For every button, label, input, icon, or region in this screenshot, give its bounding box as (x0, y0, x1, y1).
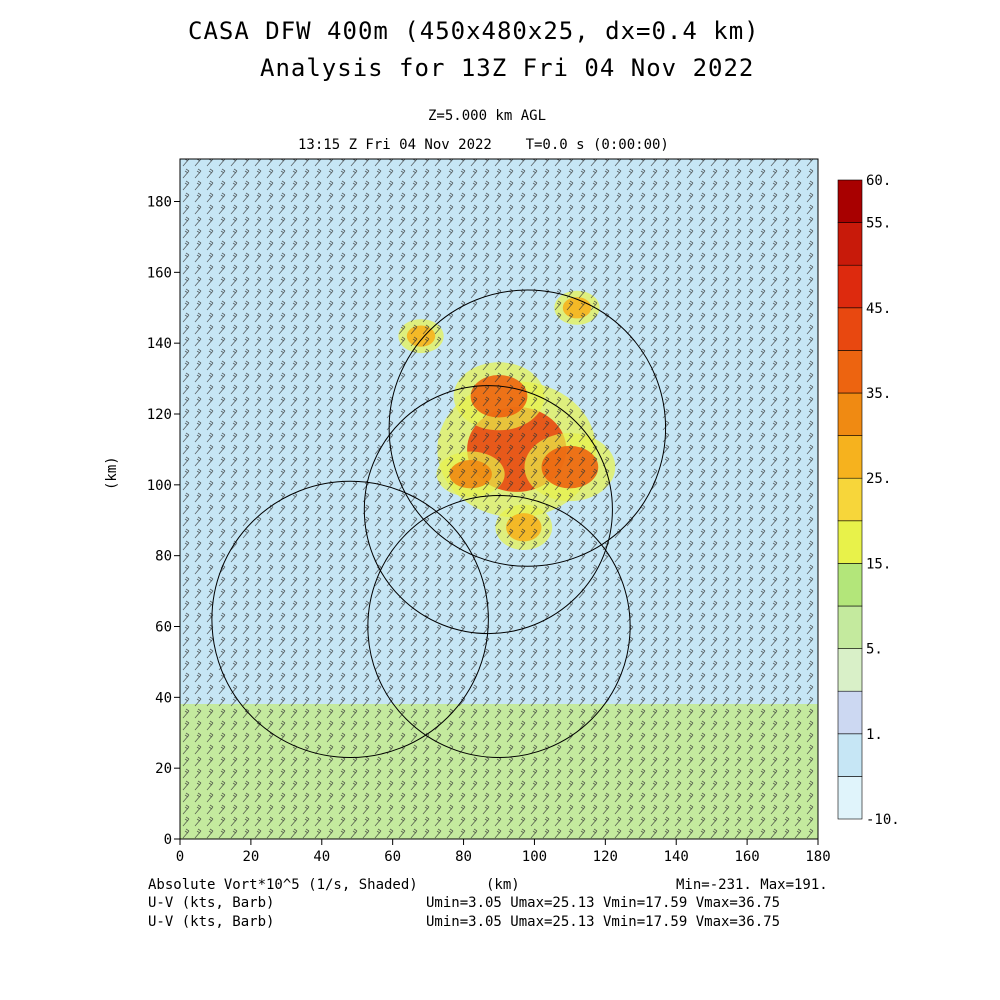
colorbar-swatch-3 (837, 648, 863, 692)
y-axis-label: (km) (104, 456, 120, 490)
footer-xunit: (km) (486, 877, 520, 893)
radar-ring-0 (388, 289, 667, 567)
y-tick-label-40: 40 (155, 690, 172, 706)
y-tick-label-160: 160 (147, 265, 172, 281)
x-tick-label-120: 120 (593, 849, 618, 865)
y-tick-label-180: 180 (147, 195, 172, 211)
chart-title-line1: CASA DFW 400m (450x480x25, dx=0.4 km) (188, 17, 760, 45)
x-tick-label-80: 80 (455, 849, 472, 865)
colorbar-label-12: 45. (866, 301, 891, 317)
y-tick-label-80: 80 (155, 549, 172, 565)
y-tick-label-60: 60 (155, 620, 172, 636)
radar-rings (211, 289, 667, 759)
colorbar-swatch-0 (837, 776, 863, 820)
colorbar-label-8: 25. (866, 471, 891, 487)
colorbar-label-15: 60. (866, 173, 891, 189)
colorbar-label-6: 15. (866, 556, 891, 572)
colorbar-swatch-4 (837, 605, 863, 649)
radar-ring-1 (363, 385, 613, 635)
y-tick-label-0: 0 (164, 832, 172, 848)
plot-area (179, 158, 819, 840)
x-tick-label-180: 180 (805, 849, 830, 865)
colorbar-swatch-1 (837, 733, 863, 777)
footer-field3: U-V (kts, Barb) (148, 914, 275, 930)
time-label: 13:15 Z Fri 04 Nov 2022 T=0.0 s (0:00:00… (298, 137, 669, 153)
x-tick-label-140: 140 (664, 849, 689, 865)
y-tick-label-140: 140 (147, 336, 172, 352)
plot-frame (179, 158, 819, 840)
y-tick-label-120: 120 (147, 407, 172, 423)
y-axis: 0 20 40 60 80 100 120 140 160 180 (147, 195, 180, 848)
x-tick-label-100: 100 (522, 849, 547, 865)
colorbar-swatch-9 (837, 392, 863, 436)
colorbar-label-10: 35. (866, 386, 891, 402)
colorbar-swatch-12 (837, 264, 863, 309)
colorbar-swatch-7 (837, 477, 863, 522)
y-tick-label-100: 100 (147, 478, 172, 494)
x-axis: 0 20 40 60 80 100 120 140 160 180 (176, 839, 831, 865)
colorbar-swatch-11 (837, 307, 863, 351)
colorbar-label-14: 55. (866, 216, 891, 232)
colorbar-swatch-8 (837, 435, 863, 479)
footer-minmax: Min=-231. Max=191. (676, 877, 828, 893)
x-tick-label-20: 20 (242, 849, 259, 865)
colorbar-swatch-14 (837, 179, 863, 223)
footer-range2: Umin=3.05 Umax=25.13 Vmin=17.59 Vmax=36.… (426, 895, 781, 911)
colorbar-label-4: 5. (866, 642, 883, 658)
y-tick-label-20: 20 (155, 761, 172, 777)
colorbar-label-0: -10. (866, 812, 900, 828)
radar-ring-2 (211, 480, 489, 759)
footer-field1: Absolute Vort*10^5 (1/s, Shaded) (148, 877, 418, 893)
colorbar-swatch-6 (837, 520, 863, 564)
x-tick-label-160: 160 (734, 849, 759, 865)
footer-field2: U-V (kts, Barb) (148, 895, 275, 911)
wind-barb-field (180, 159, 818, 839)
colorbar-label-2: 1. (866, 727, 883, 743)
colorbar-swatch-10 (837, 350, 863, 394)
radar-ring-3 (367, 494, 631, 759)
footer-range3: Umin=3.05 Umax=25.13 Vmin=17.59 Vmax=36.… (426, 914, 781, 930)
colorbar-swatch-2 (837, 690, 863, 735)
colorbar-swatch-5 (837, 563, 863, 607)
x-tick-label-60: 60 (384, 849, 401, 865)
x-tick-label-40: 40 (313, 849, 330, 865)
colorbar-swatch-13 (837, 222, 863, 266)
colorbar: 60. 55. 45. 35. 25. 15. 5. 1. -10. (837, 173, 900, 828)
x-tick-label-0: 0 (176, 849, 184, 865)
chart-title-line2: Analysis for 13Z Fri 04 Nov 2022 (260, 54, 755, 82)
level-label: Z=5.000 km AGL (428, 108, 547, 124)
